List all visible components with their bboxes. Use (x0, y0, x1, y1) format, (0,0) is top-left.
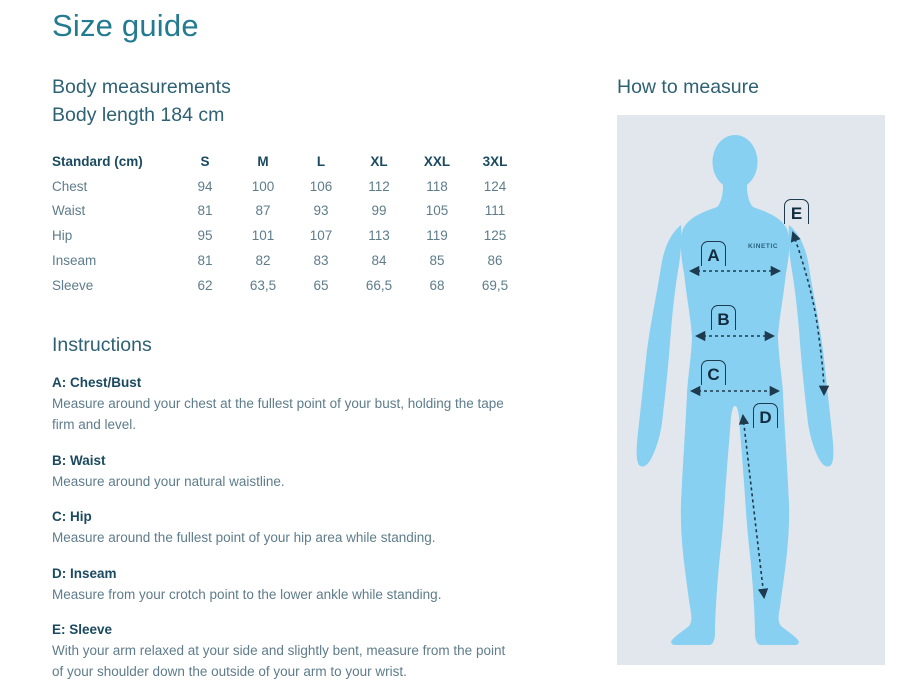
cell-value: 119 (426, 228, 448, 244)
cell-value: 84 (371, 253, 387, 269)
figure-label-waist: B (711, 305, 736, 330)
cell-value: 113 (368, 228, 390, 244)
instruction-title: A: Chest/Bust (52, 375, 142, 390)
row-label: Chest (52, 178, 88, 194)
body-silhouette-illustration (636, 135, 834, 645)
cell-value: 111 (484, 203, 506, 219)
cell-value: 99 (371, 203, 387, 219)
instruction-item: E: Sleeve With your arm relaxed at your … (52, 619, 514, 682)
cell-value: 95 (197, 228, 213, 244)
figure-label-chest: A (701, 241, 726, 266)
column-header: 3XL (482, 153, 508, 169)
instruction-item: B: Waist Measure around your natural wai… (52, 450, 514, 492)
cell-value: 68 (429, 277, 445, 293)
cell-value: 85 (429, 253, 445, 269)
instructions-list: A: Chest/Bust Measure around your chest … (52, 372, 514, 692)
cell-value: 62 (197, 277, 213, 293)
cell-value: 125 (483, 228, 507, 244)
instruction-title: D: Inseam (52, 565, 117, 581)
instruction-text: Measure around your chest at the fullest… (52, 396, 504, 432)
instructions-heading: Instructions (52, 334, 152, 356)
instruction-title: E: Sleeve (52, 622, 113, 637)
column-header: XXL (423, 153, 451, 169)
row-label: Hip (52, 228, 73, 244)
column-header: L (316, 153, 326, 169)
instruction-title: B: Waist (52, 452, 106, 468)
size-table: Standard (cm) S M L XL XXL 3XL Chest 94 … (52, 149, 524, 298)
figure-right-arm (788, 225, 834, 467)
figure-left-arm (636, 225, 682, 467)
row-label: Inseam (52, 253, 97, 269)
cell-value: 101 (251, 228, 275, 244)
cell-value: 82 (255, 253, 271, 269)
cell-value: 83 (313, 253, 329, 269)
column-header: M (257, 153, 269, 169)
how-to-measure-heading: How to measure (617, 76, 759, 98)
cell-value: 63,5 (249, 277, 277, 293)
cell-value: 93 (313, 203, 329, 219)
cell-value: 106 (309, 178, 333, 194)
column-header: XL (370, 153, 388, 169)
cell-value: 69,5 (481, 277, 509, 293)
instruction-text: Measure from your crotch point to the lo… (52, 586, 442, 602)
cell-value: 107 (309, 228, 333, 244)
cell-value: 65 (313, 277, 329, 293)
row-label: Sleeve (52, 277, 94, 293)
cell-value: 81 (197, 203, 213, 219)
row-label: Waist (52, 203, 86, 219)
cell-value: 87 (255, 203, 271, 219)
figure-label-hip: C (701, 360, 726, 385)
instruction-item: A: Chest/Bust Measure around your chest … (52, 372, 514, 435)
instruction-item: C: Hip Measure around the fullest point … (52, 506, 514, 548)
instruction-text: Measure around your natural waistline. (52, 473, 285, 489)
instruction-title: C: Hip (52, 509, 92, 524)
cell-value: 112 (368, 178, 390, 194)
body-length-subheading: Body length 184 cm (52, 104, 225, 126)
figure-label-inseam: D (753, 403, 778, 428)
column-header: S (200, 153, 210, 169)
figure-torso-legs (671, 185, 799, 645)
body-measurements-heading: Body measurements (52, 76, 231, 98)
cell-value: 124 (483, 178, 507, 194)
cell-value: 100 (251, 178, 275, 194)
cell-value: 94 (197, 178, 213, 194)
measurement-figure-panel: A B C D E KINETIC (617, 115, 885, 665)
cell-value: 118 (426, 178, 448, 194)
instruction-text: Measure around the fullest point of your… (52, 530, 436, 545)
page-title: Size guide (52, 8, 199, 43)
column-header: Standard (cm) (52, 153, 143, 169)
cell-value: 86 (487, 253, 503, 269)
figure-head (712, 135, 758, 189)
instruction-item: D: Inseam Measure from your crotch point… (52, 563, 514, 605)
cell-value: 81 (197, 253, 213, 269)
brand-mark: KINETIC (748, 243, 779, 250)
cell-value: 66,5 (365, 277, 393, 293)
cell-value: 105 (425, 203, 449, 219)
inseam-measure-arrow (738, 413, 769, 600)
figure-label-sleeve: E (784, 199, 809, 224)
instruction-text: With your arm relaxed at your side and s… (52, 643, 506, 679)
